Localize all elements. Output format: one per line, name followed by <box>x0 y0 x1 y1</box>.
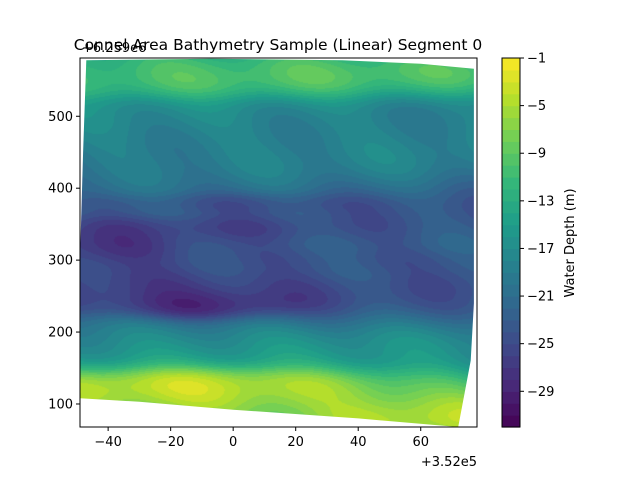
colorbar-band <box>502 188 520 202</box>
x-tick-label: −40 <box>94 435 121 450</box>
colorbar-tick-label: −9 <box>527 147 546 162</box>
colorbar-band <box>502 331 520 345</box>
colorbar-band <box>502 415 520 428</box>
y-tick-label: 100 <box>48 397 73 412</box>
y-tick-label: 500 <box>48 110 73 125</box>
y-tick-label: 200 <box>48 326 73 341</box>
colorbar-label: Water Depth (m) <box>563 188 578 297</box>
colorbar-band <box>502 379 520 392</box>
colorbar-tick-label: −25 <box>527 337 554 352</box>
colorbar-tick-label: −5 <box>527 99 546 114</box>
colorbar-band <box>502 284 520 297</box>
y-offset-label: +6.259e6 <box>82 41 146 56</box>
colorbar-band <box>502 165 520 178</box>
x-tick-label: 60 <box>412 435 429 450</box>
colorbar-tick-label: −13 <box>527 194 554 209</box>
colorbar-band <box>502 93 520 107</box>
colorbar-tick-label: −17 <box>527 242 554 257</box>
x-tick-label: 40 <box>350 435 367 450</box>
colorbar-band <box>502 224 520 238</box>
colorbar-band <box>502 391 520 404</box>
colorbar-band <box>502 307 520 321</box>
plot-frame <box>79 57 478 428</box>
colorbar-band <box>502 117 520 131</box>
heatmap-surface <box>80 58 474 427</box>
colorbar-band <box>502 69 520 83</box>
colorbar-band <box>502 129 520 142</box>
colorbar-band <box>502 248 520 261</box>
colorbar-tick-label: −21 <box>527 290 554 305</box>
colorbar-frame <box>501 57 521 428</box>
colorbar-band <box>502 296 520 309</box>
colorbar-band <box>502 81 520 95</box>
y-tick-label: 400 <box>48 182 73 197</box>
colorbar-band <box>502 153 520 166</box>
colorbar-band <box>502 319 520 333</box>
colorbar-tick-label: −29 <box>527 385 554 400</box>
colorbar-band <box>502 200 520 214</box>
x-tick-label: 20 <box>287 435 304 450</box>
colorbar-band <box>502 260 520 273</box>
colorbar-band <box>502 343 520 357</box>
colorbar-axis: −1 −5 −9 −13 −17 −21 −25 −29 <box>520 52 554 400</box>
x-axis: −40 −20 0 20 40 60 <box>94 427 429 450</box>
colorbar-tick-label: −1 <box>527 52 546 67</box>
x-tick-label: −20 <box>157 435 184 450</box>
colorbar-band <box>502 355 520 369</box>
y-axis: 100 200 300 400 500 <box>48 110 80 412</box>
colorbar-band <box>502 105 520 119</box>
colorbar-band <box>502 272 520 285</box>
x-offset-label: +3.52e5 <box>421 455 477 470</box>
colorbar-band <box>502 141 520 154</box>
colorbar-band <box>502 236 520 250</box>
colorbar-band <box>502 367 520 380</box>
colorbar-band <box>502 177 520 190</box>
colorbar-band <box>502 403 520 416</box>
chart-title: Connel Area Bathymetry Sample (Linear) S… <box>74 36 483 54</box>
colorbar-band <box>502 212 520 226</box>
y-tick-label: 300 <box>48 254 73 269</box>
colorbar <box>502 58 520 428</box>
colorbar-band <box>502 58 520 71</box>
x-tick-label: 0 <box>229 435 237 450</box>
